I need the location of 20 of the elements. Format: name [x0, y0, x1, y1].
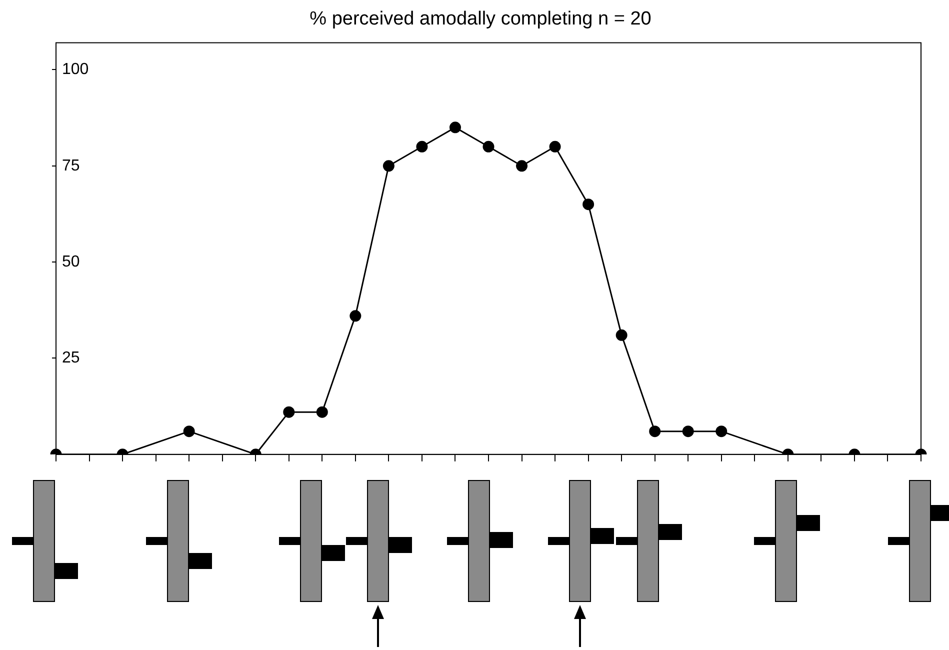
point: [283, 406, 295, 418]
point: [382, 160, 394, 172]
point: [316, 406, 328, 418]
point: [682, 426, 694, 438]
point: [482, 140, 494, 152]
point: [649, 426, 661, 438]
point: [616, 329, 628, 341]
point: [516, 160, 528, 172]
point: [549, 140, 561, 152]
point: [350, 310, 362, 322]
point: [449, 122, 461, 134]
y-tick-label: 25: [62, 350, 80, 367]
point: [582, 198, 594, 210]
y-tick-label: 100: [62, 61, 89, 78]
point: [416, 140, 428, 152]
chart-title: % perceived amodally completing n = 20: [310, 8, 652, 30]
point: [183, 426, 195, 438]
y-tick-label: 75: [62, 157, 80, 174]
y-tick-label: 50: [62, 253, 80, 270]
point: [716, 426, 728, 438]
